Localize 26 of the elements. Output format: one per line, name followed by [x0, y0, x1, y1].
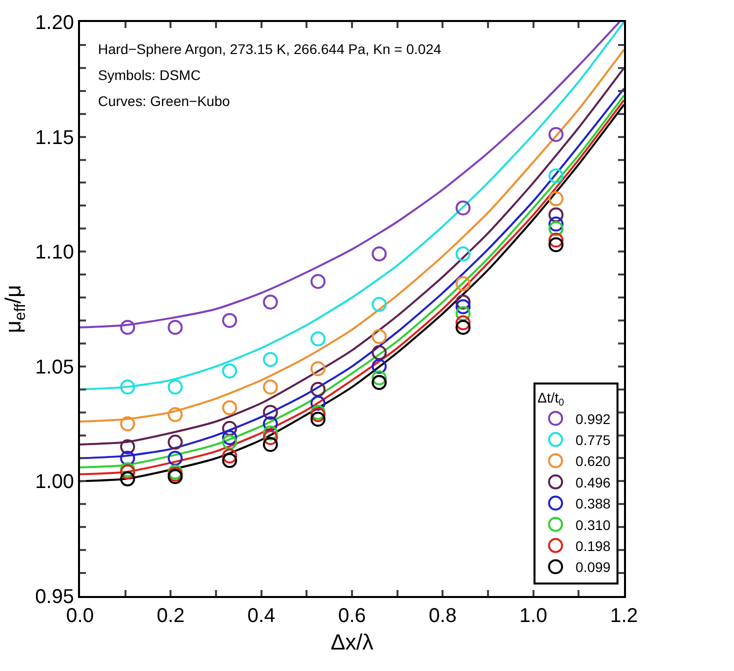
legend-label: 0.099 [576, 559, 611, 576]
annotation: Curves: Green−Kubo [98, 93, 230, 109]
legend-label: 0.198 [576, 538, 611, 554]
x-tick-label: 0.4 [247, 605, 276, 627]
x-tick-label: 0.6 [338, 605, 366, 627]
y-tick-label: 0.95 [35, 586, 74, 608]
x-tick-label: 1.0 [519, 605, 548, 627]
y-tick-label: 1.10 [35, 242, 74, 264]
x-tick-label: 0.2 [156, 605, 185, 627]
annotation: Symbols: DSMC [98, 67, 201, 83]
x-tick-label: 1.2 [610, 605, 638, 627]
y-tick-label: 1.15 [35, 126, 74, 149]
x-axis-title: Δx/λ [330, 629, 374, 654]
annotation: Hard−Sphere Argon, 273.15 K, 266.644 Pa, Kn = 0.024 [98, 41, 442, 57]
legend-title: Δt/t$_{0}$ [538, 390, 565, 409]
legend-label: 0.620 [576, 453, 611, 470]
legend-label: 0.388 [576, 496, 611, 512]
legend-label: 0.496 [576, 474, 611, 490]
legend-label: 0.775 [576, 432, 611, 448]
legend-label: 0.992 [576, 410, 611, 427]
y-tick-label: 1.20 [35, 12, 74, 34]
y-tick-label: 1.00 [35, 471, 74, 494]
y-tick-label: 1.05 [35, 356, 74, 378]
x-tick-label: 0.8 [428, 605, 457, 627]
legend-label: 0.310 [576, 516, 611, 533]
x-tick-label: 0.0 [66, 605, 94, 627]
